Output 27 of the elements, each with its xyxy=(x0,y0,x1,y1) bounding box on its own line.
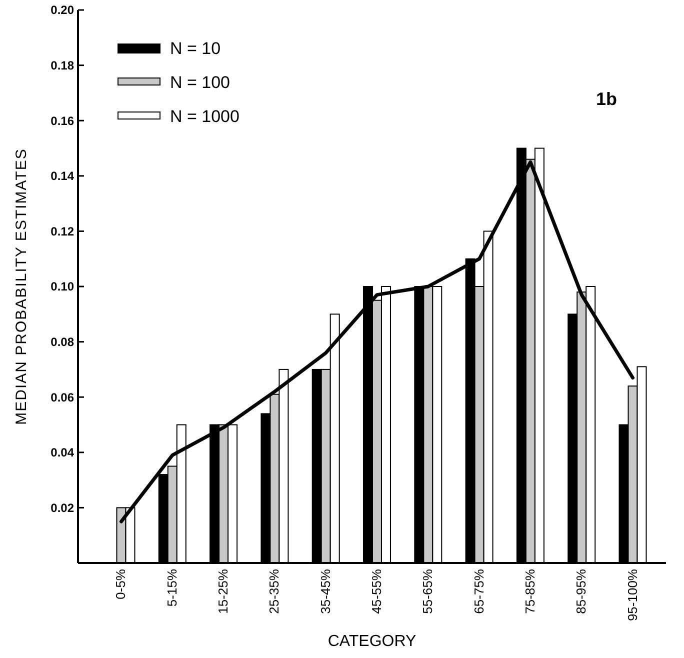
x-tick-label: 35-45% xyxy=(318,568,333,614)
x-tick-label: 85-95% xyxy=(574,568,589,614)
legend-label: N = 10 xyxy=(170,38,221,58)
y-tick-label: 0.10 xyxy=(50,280,74,294)
x-tick-label: 15-25% xyxy=(216,568,231,614)
y-tick-label: 0.20 xyxy=(50,3,74,18)
x-tick-label: 75-85% xyxy=(522,568,538,614)
x-tick-label: 45-55% xyxy=(369,568,384,614)
y-tick-label: 0.08 xyxy=(50,335,74,349)
annotation: 1b xyxy=(596,89,618,109)
x-tick-label: 25-35% xyxy=(266,568,282,614)
y-tick-label: 0.18 xyxy=(50,58,74,72)
x-tick-label: 55-65% xyxy=(420,568,436,614)
x-axis-title: CATEGORY xyxy=(328,633,416,650)
x-tick-label: 95-100% xyxy=(624,568,640,622)
x-tick-label: 5-15% xyxy=(164,568,180,607)
y-tick-label: 0.02 xyxy=(50,500,74,515)
legend-label: N = 100 xyxy=(170,72,230,92)
y-tick-label: 0.12 xyxy=(50,224,74,238)
legend-label: N = 1000 xyxy=(170,106,240,126)
y-axis-title: MEDIAN PROBABILITY ESTIMATES xyxy=(13,148,30,425)
x-tick-label: 65-75% xyxy=(471,568,486,614)
y-tick-label: 0.14 xyxy=(50,169,74,184)
x-tick-label: 0-5% xyxy=(113,568,128,600)
y-tick-label: 0.06 xyxy=(50,390,74,404)
y-tick-label: 0.16 xyxy=(50,114,74,128)
y-tick-label: 0.04 xyxy=(50,446,74,460)
